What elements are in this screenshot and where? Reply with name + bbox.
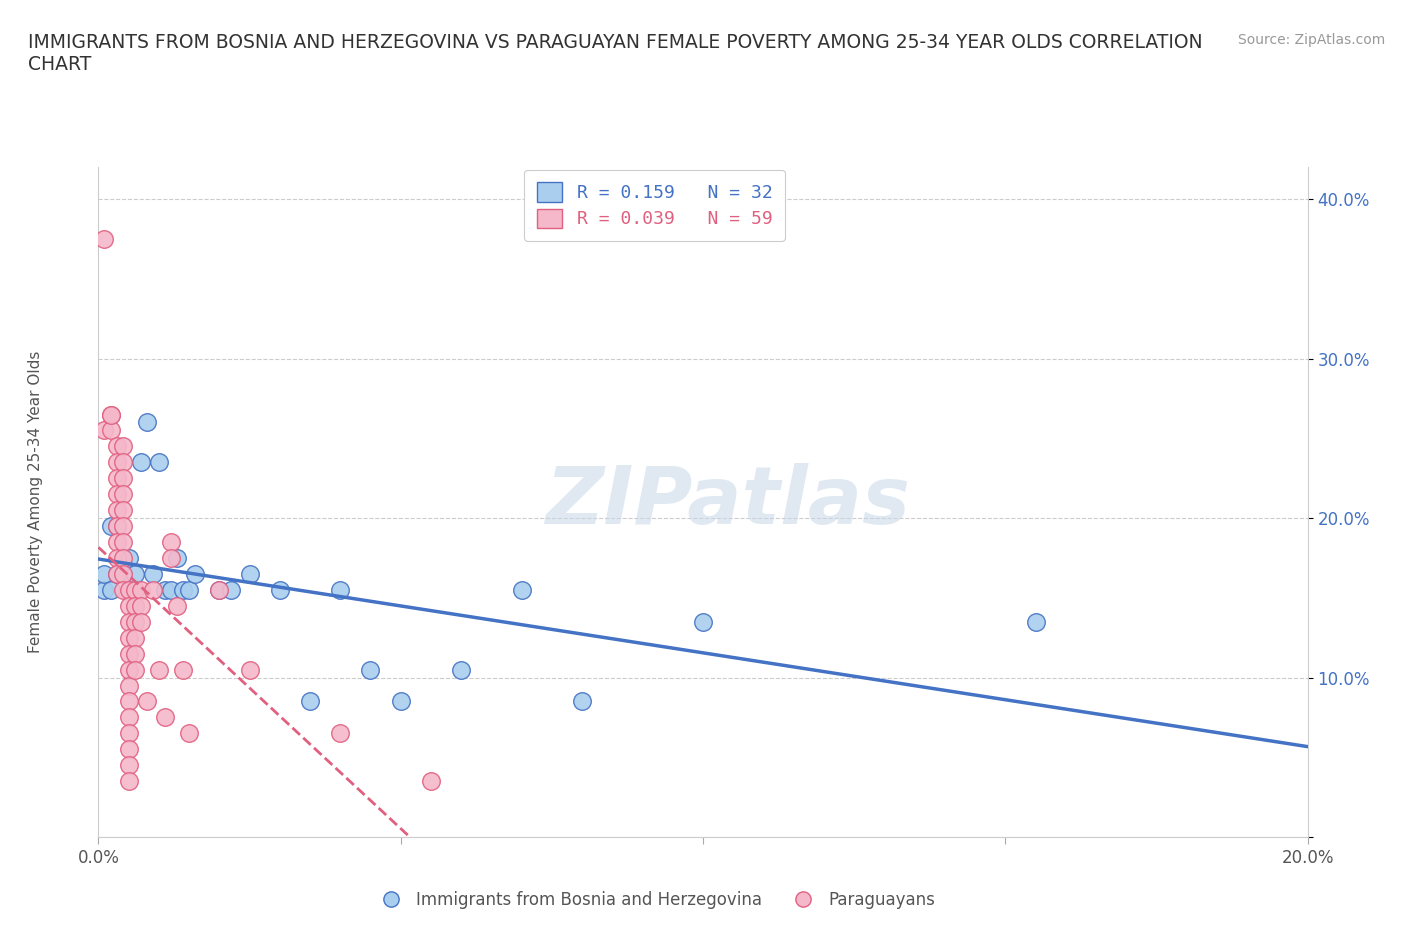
Point — [93, 566, 115, 581]
Point — [118, 678, 141, 693]
Point — [111, 519, 134, 534]
Point — [153, 710, 176, 724]
Point — [389, 694, 412, 709]
Point — [118, 646, 141, 661]
Point — [1024, 615, 1046, 630]
Point — [124, 598, 146, 613]
Point — [105, 519, 128, 534]
Legend: Immigrants from Bosnia and Herzegovina, Paraguayans: Immigrants from Bosnia and Herzegovina, … — [367, 884, 942, 916]
Point — [118, 662, 141, 677]
Point — [129, 455, 152, 470]
Point — [124, 566, 146, 581]
Point — [124, 582, 146, 597]
Point — [124, 615, 146, 630]
Point — [118, 742, 141, 757]
Point — [111, 566, 134, 581]
Point — [135, 694, 157, 709]
Point — [105, 551, 128, 565]
Point — [118, 774, 141, 789]
Point — [221, 582, 243, 597]
Point — [360, 662, 382, 677]
Point — [177, 582, 201, 597]
Point — [105, 439, 128, 454]
Point — [124, 662, 146, 677]
Point — [124, 646, 146, 661]
Point — [93, 582, 115, 597]
Point — [118, 710, 141, 724]
Point — [142, 566, 165, 581]
Point — [129, 598, 152, 613]
Point — [239, 662, 262, 677]
Point — [100, 582, 122, 597]
Point — [105, 503, 128, 518]
Point — [329, 726, 352, 741]
Point — [118, 694, 141, 709]
Point — [118, 582, 141, 597]
Point — [184, 566, 207, 581]
Point — [166, 598, 188, 613]
Point — [172, 582, 194, 597]
Point — [510, 582, 533, 597]
Point — [105, 566, 128, 581]
Point — [160, 582, 183, 597]
Point — [111, 503, 134, 518]
Point — [111, 551, 134, 565]
Point — [118, 551, 141, 565]
Point — [105, 535, 128, 550]
Point — [329, 582, 352, 597]
Point — [111, 486, 134, 501]
Point — [93, 423, 115, 438]
Point — [111, 535, 134, 550]
Point — [148, 455, 170, 470]
Text: ZIPatlas: ZIPatlas — [544, 463, 910, 541]
Point — [100, 423, 122, 438]
Text: Source: ZipAtlas.com: Source: ZipAtlas.com — [1237, 33, 1385, 46]
Point — [105, 486, 128, 501]
Point — [118, 726, 141, 741]
Point — [93, 232, 115, 246]
Point — [105, 471, 128, 485]
Point — [100, 407, 122, 422]
Point — [239, 566, 262, 581]
Point — [208, 582, 231, 597]
Point — [100, 407, 122, 422]
Point — [105, 455, 128, 470]
Point — [105, 566, 128, 581]
Point — [160, 535, 183, 550]
Point — [111, 455, 134, 470]
Point — [105, 519, 128, 534]
Point — [172, 662, 194, 677]
Point — [571, 694, 593, 709]
Point — [111, 439, 134, 454]
Point — [135, 415, 157, 430]
Point — [153, 582, 176, 597]
Point — [450, 662, 472, 677]
Point — [124, 631, 146, 645]
Point — [419, 774, 441, 789]
Point — [129, 615, 152, 630]
Text: Female Poverty Among 25-34 Year Olds: Female Poverty Among 25-34 Year Olds — [28, 351, 42, 654]
Point — [208, 582, 231, 597]
Point — [111, 566, 134, 581]
Text: IMMIGRANTS FROM BOSNIA AND HERZEGOVINA VS PARAGUAYAN FEMALE POVERTY AMONG 25-34 : IMMIGRANTS FROM BOSNIA AND HERZEGOVINA V… — [28, 33, 1202, 73]
Point — [111, 471, 134, 485]
Point — [160, 551, 183, 565]
Point — [118, 758, 141, 773]
Point — [692, 615, 714, 630]
Point — [299, 694, 322, 709]
Point — [129, 582, 152, 597]
Point — [269, 582, 291, 597]
Point — [100, 519, 122, 534]
Point — [177, 726, 201, 741]
Point — [118, 631, 141, 645]
Point — [148, 662, 170, 677]
Point — [118, 598, 141, 613]
Point — [142, 582, 165, 597]
Point — [118, 615, 141, 630]
Point — [111, 582, 134, 597]
Point — [166, 551, 188, 565]
